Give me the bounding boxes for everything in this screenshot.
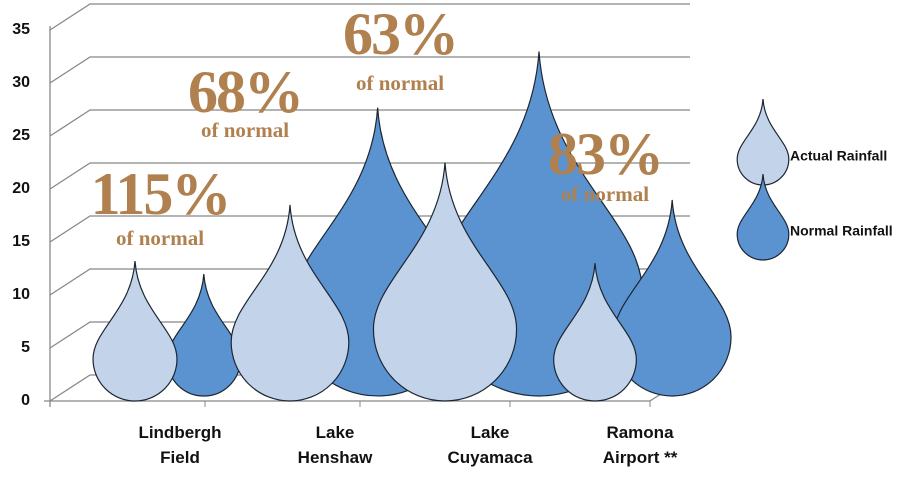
y-tick-label: 25 <box>12 127 30 144</box>
drop <box>93 261 177 401</box>
x-tick-label: Lake Cuyamaca <box>440 420 540 470</box>
annotation-value: 63% <box>343 1 457 67</box>
y-tick-label: 30 <box>12 74 30 91</box>
y-tick-label: 20 <box>12 180 30 197</box>
y-tick-label: 0 <box>21 392 30 409</box>
legend-swatch <box>737 99 789 185</box>
page: {"chart_data": {"type": "drop", "categor… <box>0 0 924 477</box>
annotation-note: of normal <box>561 182 649 206</box>
legend-swatch <box>737 174 789 260</box>
chart: 05101520253035115%of normal68%of normal6… <box>0 0 924 477</box>
annotation-note: of normal <box>356 71 444 95</box>
legend-label: Normal Rainfall <box>790 223 893 239</box>
annotation-value: 68% <box>188 59 302 125</box>
x-tick-label: Lake Henshaw <box>285 420 385 470</box>
y-tick-label: 15 <box>12 233 30 250</box>
annotation-value: 83% <box>548 121 662 187</box>
annotation-note: of normal <box>201 118 289 142</box>
legend-label: Actual Rainfall <box>790 148 887 164</box>
annotation-value: 115% <box>91 161 230 227</box>
y-tick-label: 35 <box>12 21 30 38</box>
x-tick-label: Lindbergh Field <box>130 420 230 470</box>
x-tick-label: Ramona Airport ** <box>590 420 690 470</box>
drop <box>167 274 240 396</box>
annotation-note: of normal <box>116 226 204 250</box>
y-tick-label: 5 <box>21 339 30 356</box>
y-tick-label: 10 <box>12 286 30 303</box>
